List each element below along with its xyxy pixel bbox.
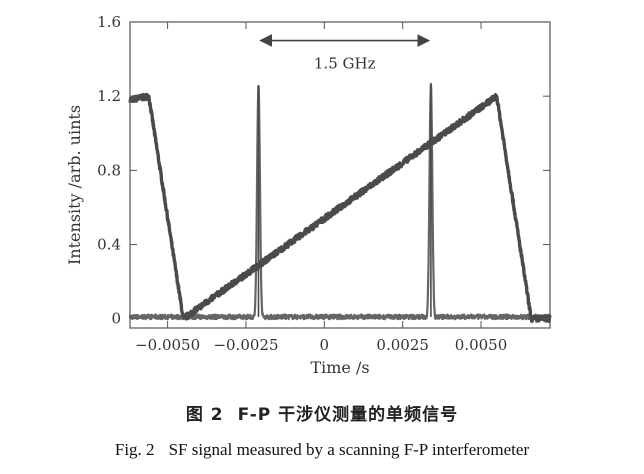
x-axis-label: Time /s (310, 358, 369, 377)
y-tick-label: 0.4 (97, 236, 121, 254)
y-tick-label: 0 (111, 310, 121, 328)
y-tick-label: 1.6 (97, 13, 121, 31)
caption-english-text: SF signal measured by a scanning F-P int… (168, 440, 530, 459)
spacing-label: 1.5 GHz (314, 54, 376, 72)
chart: 1.5 GHz −0.0050 −0.0025 0 0.0025 0.0050 0 0.4 0… (65, 13, 552, 377)
annotation-layer: 1.5 GHz (259, 34, 431, 72)
plot-frame (129, 21, 551, 329)
x-tick-label: −0.0025 (213, 336, 278, 354)
baseline-trace (128, 82, 551, 321)
caption-english-number: Fig. 2 (114, 440, 155, 459)
caption-chinese-text: F-P 干涉仪测量的单频信号 (237, 405, 459, 425)
ramp-trace (128, 92, 552, 324)
caption-chinese: 图 2 F-P 干涉仪测量的单频信号 (0, 400, 644, 425)
caption-chinese-number: 图 2 (185, 405, 224, 425)
y-axis-label: Intensity /arb. uints (65, 105, 84, 265)
trace-layer (128, 82, 552, 324)
y-tick-label: 0.8 (97, 161, 121, 179)
x-tick-label: −0.0050 (135, 336, 200, 354)
x-tick-label: 0.0025 (376, 336, 429, 354)
x-tick-label: 0 (320, 336, 330, 354)
x-tick-label: 0.0050 (455, 336, 508, 354)
tick-layer: −0.0050 −0.0025 0 0.0025 0.0050 0 0.4 0.8 1.2 1.6 (97, 13, 550, 354)
y-tick-label: 1.2 (97, 87, 121, 105)
caption-english: Fig. 2 SF signal measured by a scanning F… (0, 440, 644, 460)
